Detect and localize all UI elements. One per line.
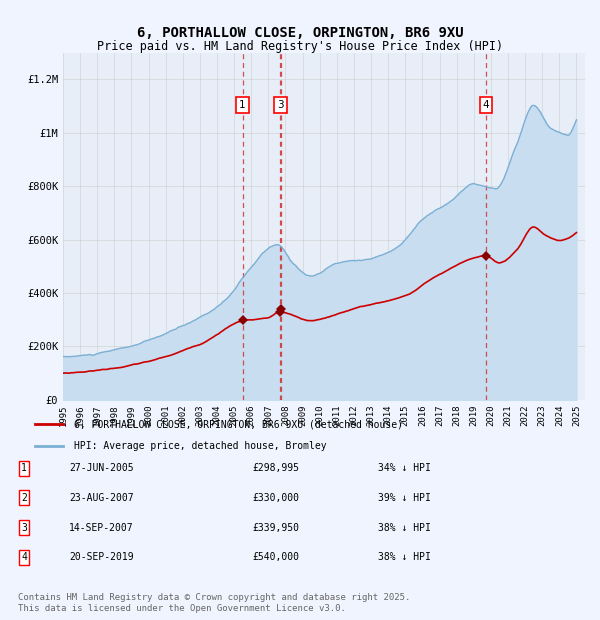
Text: 6, PORTHALLOW CLOSE, ORPINGTON, BR6 9XU: 6, PORTHALLOW CLOSE, ORPINGTON, BR6 9XU — [137, 26, 463, 40]
Text: Contains HM Land Registry data © Crown copyright and database right 2025.
This d: Contains HM Land Registry data © Crown c… — [18, 593, 410, 613]
Text: 23-AUG-2007: 23-AUG-2007 — [69, 493, 134, 503]
Text: £330,000: £330,000 — [252, 493, 299, 503]
Text: £540,000: £540,000 — [252, 552, 299, 562]
Text: 2: 2 — [21, 493, 27, 503]
Text: 39% ↓ HPI: 39% ↓ HPI — [378, 493, 431, 503]
Text: 3: 3 — [277, 100, 284, 110]
Text: 3: 3 — [21, 523, 27, 533]
Text: 1: 1 — [21, 463, 27, 473]
Text: 1: 1 — [239, 100, 246, 110]
Text: Price paid vs. HM Land Registry's House Price Index (HPI): Price paid vs. HM Land Registry's House … — [97, 40, 503, 53]
Text: 27-JUN-2005: 27-JUN-2005 — [69, 463, 134, 473]
Text: 4: 4 — [21, 552, 27, 562]
Text: 20-SEP-2019: 20-SEP-2019 — [69, 552, 134, 562]
Text: 34% ↓ HPI: 34% ↓ HPI — [378, 463, 431, 473]
Text: 4: 4 — [483, 100, 490, 110]
Text: 6, PORTHALLOW CLOSE, ORPINGTON, BR6 9XU (detached house): 6, PORTHALLOW CLOSE, ORPINGTON, BR6 9XU … — [74, 419, 403, 429]
Text: 14-SEP-2007: 14-SEP-2007 — [69, 523, 134, 533]
Text: 38% ↓ HPI: 38% ↓ HPI — [378, 523, 431, 533]
Text: £298,995: £298,995 — [252, 463, 299, 473]
Text: HPI: Average price, detached house, Bromley: HPI: Average price, detached house, Brom… — [74, 441, 326, 451]
Text: 38% ↓ HPI: 38% ↓ HPI — [378, 552, 431, 562]
Text: £339,950: £339,950 — [252, 523, 299, 533]
